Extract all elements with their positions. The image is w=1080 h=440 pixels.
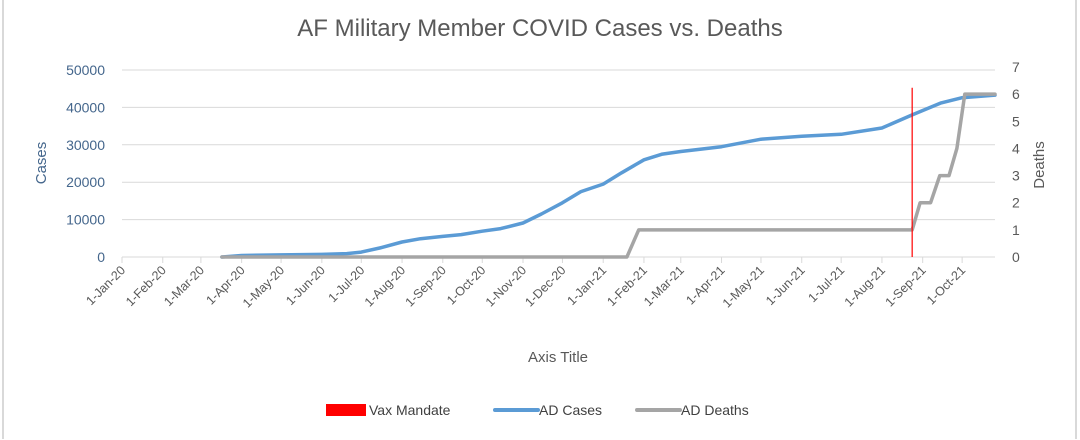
y2-tick-label: 1 bbox=[1012, 222, 1020, 238]
y2-tick-label: 2 bbox=[1012, 195, 1020, 211]
legend: Vax Mandate AD Cases AD Deaths bbox=[326, 402, 749, 418]
series-line-ad-deaths bbox=[220, 92, 997, 259]
y-tick-label: 10000 bbox=[66, 212, 105, 228]
x-tick-label: 1-Mar-20 bbox=[161, 263, 207, 309]
legend-label-vax-mandate: Vax Mandate bbox=[369, 402, 451, 418]
y-tick-label: 20000 bbox=[66, 174, 105, 190]
legend-item-ad-deaths[interactable]: AD Deaths bbox=[635, 402, 749, 418]
y2-tick-label: 6 bbox=[1012, 86, 1020, 102]
y-tick-label: 30000 bbox=[66, 137, 105, 153]
legend-item-ad-cases[interactable]: AD Cases bbox=[493, 402, 602, 418]
x-axis: 1-Jan-201-Feb-201-Mar-201-Apr-201-May-20… bbox=[83, 256, 995, 310]
chart-title: AF Military Member COVID Cases vs. Death… bbox=[297, 15, 782, 42]
series-line-ad-cases bbox=[220, 93, 997, 259]
y-axis-right: 0 1 2 3 4 5 6 7 bbox=[1012, 59, 1020, 265]
gridlines bbox=[122, 69, 995, 221]
y2-tick-label: 4 bbox=[1012, 140, 1020, 156]
x-tick-label: 1-Aug-21 bbox=[842, 263, 888, 309]
x-axis-label: Axis Title bbox=[528, 349, 588, 366]
x-tick-label: 1-Sep-21 bbox=[883, 263, 929, 309]
y-tick-label: 40000 bbox=[66, 99, 105, 115]
y-axis-left: 0 10000 20000 30000 40000 50000 bbox=[66, 62, 105, 265]
x-tick-label: 1-Aug-20 bbox=[362, 263, 408, 309]
x-tick-label: 1-Jun-20 bbox=[283, 263, 328, 308]
legend-item-vax-mandate[interactable]: Vax Mandate bbox=[326, 402, 451, 418]
y2-tick-label: 5 bbox=[1012, 113, 1020, 129]
x-tick-label: 1-Jul-21 bbox=[805, 263, 847, 305]
x-tick-label: 1-Feb-20 bbox=[123, 263, 169, 309]
x-tick-label: 1-Mar-21 bbox=[641, 263, 687, 309]
y-axis-label: Cases bbox=[33, 142, 50, 185]
series-group bbox=[220, 87, 997, 259]
x-tick-label: 1-Oct-20 bbox=[444, 263, 488, 307]
x-tick-label: 1-May-21 bbox=[720, 263, 767, 310]
x-tick-label: 1-Jun-21 bbox=[763, 263, 808, 308]
y-tick-label: 0 bbox=[97, 249, 105, 265]
x-tick-label: 1-Jan-21 bbox=[565, 263, 610, 308]
x-tick-label: 1-Nov-20 bbox=[483, 263, 529, 309]
legend-label-ad-cases: AD Cases bbox=[539, 402, 602, 418]
y2-tick-label: 7 bbox=[1012, 59, 1020, 75]
x-tick-label: 1-Jul-20 bbox=[326, 263, 368, 305]
y-tick-label: 50000 bbox=[66, 62, 105, 78]
y2-tick-label: 3 bbox=[1012, 168, 1020, 184]
x-tick-label: 1-Oct-21 bbox=[924, 263, 968, 307]
x-tick-label: 1-Dec-20 bbox=[522, 263, 568, 309]
y2-axis-label: Deaths bbox=[1031, 141, 1048, 189]
x-tick-label: 1-May-20 bbox=[240, 263, 287, 310]
x-tick-label: 1-Jan-20 bbox=[83, 263, 128, 308]
legend-swatch-vax-mandate bbox=[326, 404, 366, 416]
y2-tick-label: 0 bbox=[1012, 249, 1020, 265]
x-tick-label: 1-Sep-20 bbox=[403, 263, 449, 309]
legend-label-ad-deaths: AD Deaths bbox=[681, 402, 749, 418]
